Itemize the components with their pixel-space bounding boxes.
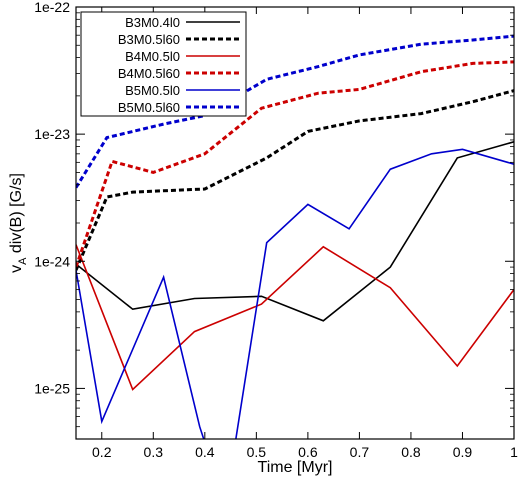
legend-label: B4M0.5l0 — [125, 49, 180, 64]
x-axis-label: Time [Myr] — [258, 459, 333, 476]
x-tick-label: 0.4 — [195, 444, 215, 460]
y-tick-label: 1e-23 — [34, 126, 70, 142]
x-tick-label: 0.5 — [247, 444, 267, 460]
x-tick-label: 1 — [510, 444, 518, 460]
y-tick-label: 1e-24 — [34, 253, 70, 269]
series-line-b4m0-5l60 — [76, 60, 514, 268]
y-tick-label: 1e-22 — [34, 0, 70, 15]
series-line-b4m0-5l0 — [76, 244, 514, 391]
x-tick-label: 0.2 — [92, 444, 112, 460]
y-axis-label-main: v — [8, 265, 25, 273]
legend-label: B3M0.5l60 — [118, 32, 180, 47]
x-tick-label: 0.3 — [144, 444, 164, 460]
series-line-b5m0-5l60 — [76, 34, 514, 189]
legend-label: B5M0.5l60 — [118, 100, 180, 115]
series-group — [76, 34, 514, 439]
x-tick-label: 0.7 — [350, 444, 370, 460]
x-tick-label: 0.9 — [453, 444, 473, 460]
y-tick-label: 1e-25 — [34, 380, 70, 396]
y-axis-label-rest: div(B) [G/s] — [8, 173, 25, 257]
legend-label: B4M0.5l60 — [118, 66, 180, 81]
legend-box — [80, 11, 247, 117]
y-axis-label-sub: A — [17, 257, 29, 265]
series-line-b3m0-5l60 — [76, 89, 514, 271]
x-tick-label: 0.6 — [298, 444, 318, 460]
series-line-b5m0-5l0 — [76, 148, 514, 439]
y-axis-label: vA div(B) [G/s] — [8, 173, 29, 273]
legend: B3M0.4l0 B3M0.5l60 B4M0.5l0 B4M0.5l60 B5M0.5… — [80, 11, 247, 117]
x-tick-label: 0.8 — [401, 444, 421, 460]
ticks: 0.2 0.3 0.4 0.5 0.6 0.7 0.8 0.9 1 1e-25 1e-24 1e-23… — [34, 0, 518, 460]
legend-label: B3M0.4l0 — [125, 15, 180, 30]
legend-label: B5M0.5l0 — [125, 83, 180, 98]
series-line-b3m0-4l0 — [76, 141, 514, 322]
